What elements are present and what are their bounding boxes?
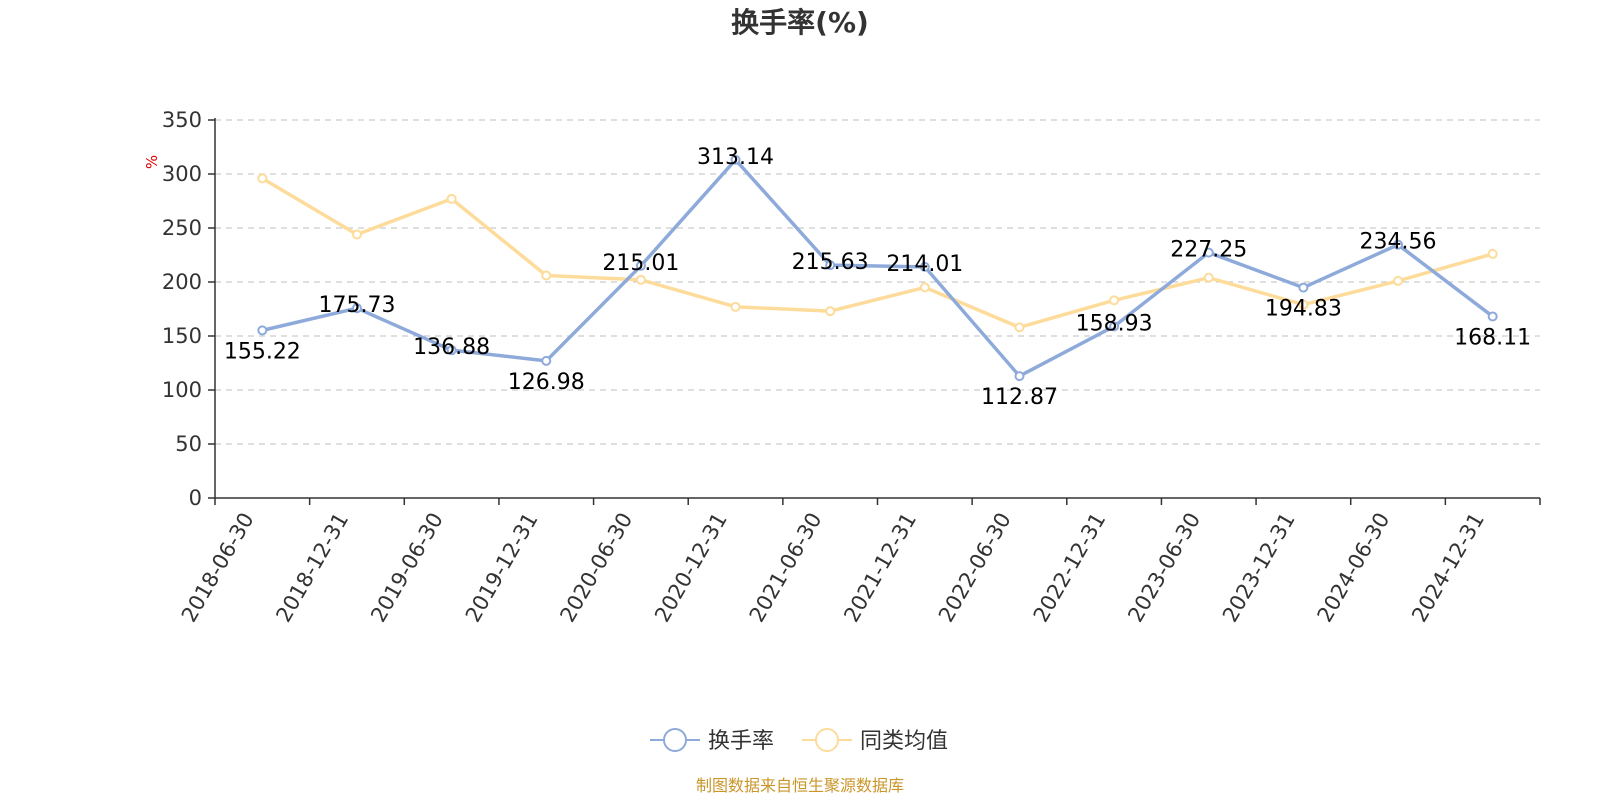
data-point bbox=[730, 301, 741, 312]
x-tick-label: 2022-12-31 bbox=[1029, 509, 1111, 627]
series-line-1 bbox=[261, 176, 1494, 330]
x-tick-label: 2019-06-30 bbox=[366, 509, 448, 627]
data-label: 194.83 bbox=[1265, 297, 1342, 322]
x-tick-label: 2021-12-31 bbox=[839, 509, 921, 627]
data-label: 215.63 bbox=[792, 250, 869, 275]
y-tick-label: 300 bbox=[162, 162, 202, 186]
grid-lines bbox=[215, 119, 1540, 445]
data-point bbox=[1393, 239, 1404, 250]
data-label: 126.98 bbox=[508, 370, 585, 395]
data-label: 168.11 bbox=[1454, 325, 1531, 350]
legend-item-0[interactable]: 换手率 bbox=[650, 728, 774, 754]
data-point bbox=[635, 260, 646, 271]
data-point bbox=[1298, 299, 1309, 310]
data-label: 234.56 bbox=[1360, 230, 1437, 255]
series-layer bbox=[257, 154, 1498, 382]
data-point bbox=[1203, 272, 1214, 283]
y-axis-unit-label: % bbox=[143, 155, 161, 169]
data-label: 158.93 bbox=[1076, 311, 1153, 336]
data-label: 313.14 bbox=[697, 145, 774, 170]
data-point bbox=[825, 306, 836, 317]
legend-marker-icon bbox=[815, 728, 839, 752]
data-point bbox=[1487, 248, 1498, 259]
data-point bbox=[1487, 311, 1498, 322]
source-note: 制图数据来自恒生聚源数据库 bbox=[696, 776, 904, 795]
data-point bbox=[635, 274, 646, 285]
x-tick-label: 2024-06-30 bbox=[1313, 509, 1395, 627]
y-tick-label: 350 bbox=[162, 108, 202, 132]
x-tick-label: 2020-12-31 bbox=[650, 509, 732, 627]
data-point bbox=[257, 173, 268, 184]
y-tick-label: 250 bbox=[162, 216, 202, 240]
x-tick-label: 2020-06-30 bbox=[555, 509, 637, 627]
data-label: 136.88 bbox=[413, 335, 490, 360]
data-point bbox=[919, 261, 930, 272]
data-point bbox=[730, 154, 741, 165]
data-point bbox=[1393, 275, 1404, 286]
x-tick-label: 2018-06-30 bbox=[177, 509, 259, 627]
data-point bbox=[351, 303, 362, 314]
data-point bbox=[1109, 295, 1120, 306]
data-label: 155.22 bbox=[224, 339, 301, 364]
data-point bbox=[541, 270, 552, 281]
data-point bbox=[1298, 282, 1309, 293]
x-tick-label: 2019-12-31 bbox=[461, 509, 543, 627]
x-tick-label: 2021-06-30 bbox=[745, 509, 827, 627]
data-point bbox=[1014, 322, 1025, 333]
y-tick-label: 50 bbox=[175, 432, 202, 456]
x-tick-label: 2024-12-31 bbox=[1407, 509, 1489, 627]
data-labels: 155.22 175.73 136.88 126.98 215.01 313.14 215.… bbox=[224, 145, 1531, 410]
data-point bbox=[1014, 371, 1025, 382]
y-tick-label: 0 bbox=[189, 486, 202, 510]
data-point bbox=[446, 193, 457, 204]
data-point bbox=[1203, 247, 1214, 258]
data-point bbox=[351, 229, 362, 240]
data-label: 215.01 bbox=[602, 251, 679, 276]
data-point bbox=[541, 355, 552, 366]
chart-title: 换手率(%) bbox=[731, 6, 869, 39]
data-label: 214.01 bbox=[886, 252, 963, 277]
legend-item-1[interactable]: 同类均值 bbox=[802, 728, 948, 754]
legend-label: 同类均值 bbox=[860, 729, 948, 754]
data-label: 112.87 bbox=[981, 385, 1058, 410]
y-tick-label: 100 bbox=[162, 378, 202, 402]
legend-label: 换手率 bbox=[708, 729, 774, 754]
y-tick-label: 150 bbox=[162, 324, 202, 348]
data-point bbox=[1109, 321, 1120, 332]
data-point bbox=[446, 345, 457, 356]
series-line-0 bbox=[261, 158, 1494, 378]
data-point bbox=[825, 260, 836, 271]
x-tick-label: 2018-12-31 bbox=[271, 509, 353, 627]
y-tick-label: 200 bbox=[162, 270, 202, 294]
data-point bbox=[257, 325, 268, 336]
axes: 0 50 100 150 200 250 300 350 2018-06-30 2018-12-3… bbox=[162, 108, 1541, 627]
x-tick-label: 2022-06-30 bbox=[934, 509, 1016, 627]
legend[interactable]: 换手率 同类均值 bbox=[650, 728, 948, 754]
legend-marker-icon bbox=[663, 728, 687, 752]
x-tick-label: 2023-12-31 bbox=[1218, 509, 1300, 627]
x-tick-label: 2023-06-30 bbox=[1123, 509, 1205, 627]
data-label: 175.73 bbox=[318, 293, 395, 318]
data-label: 227.25 bbox=[1170, 238, 1247, 263]
data-point bbox=[919, 282, 930, 293]
